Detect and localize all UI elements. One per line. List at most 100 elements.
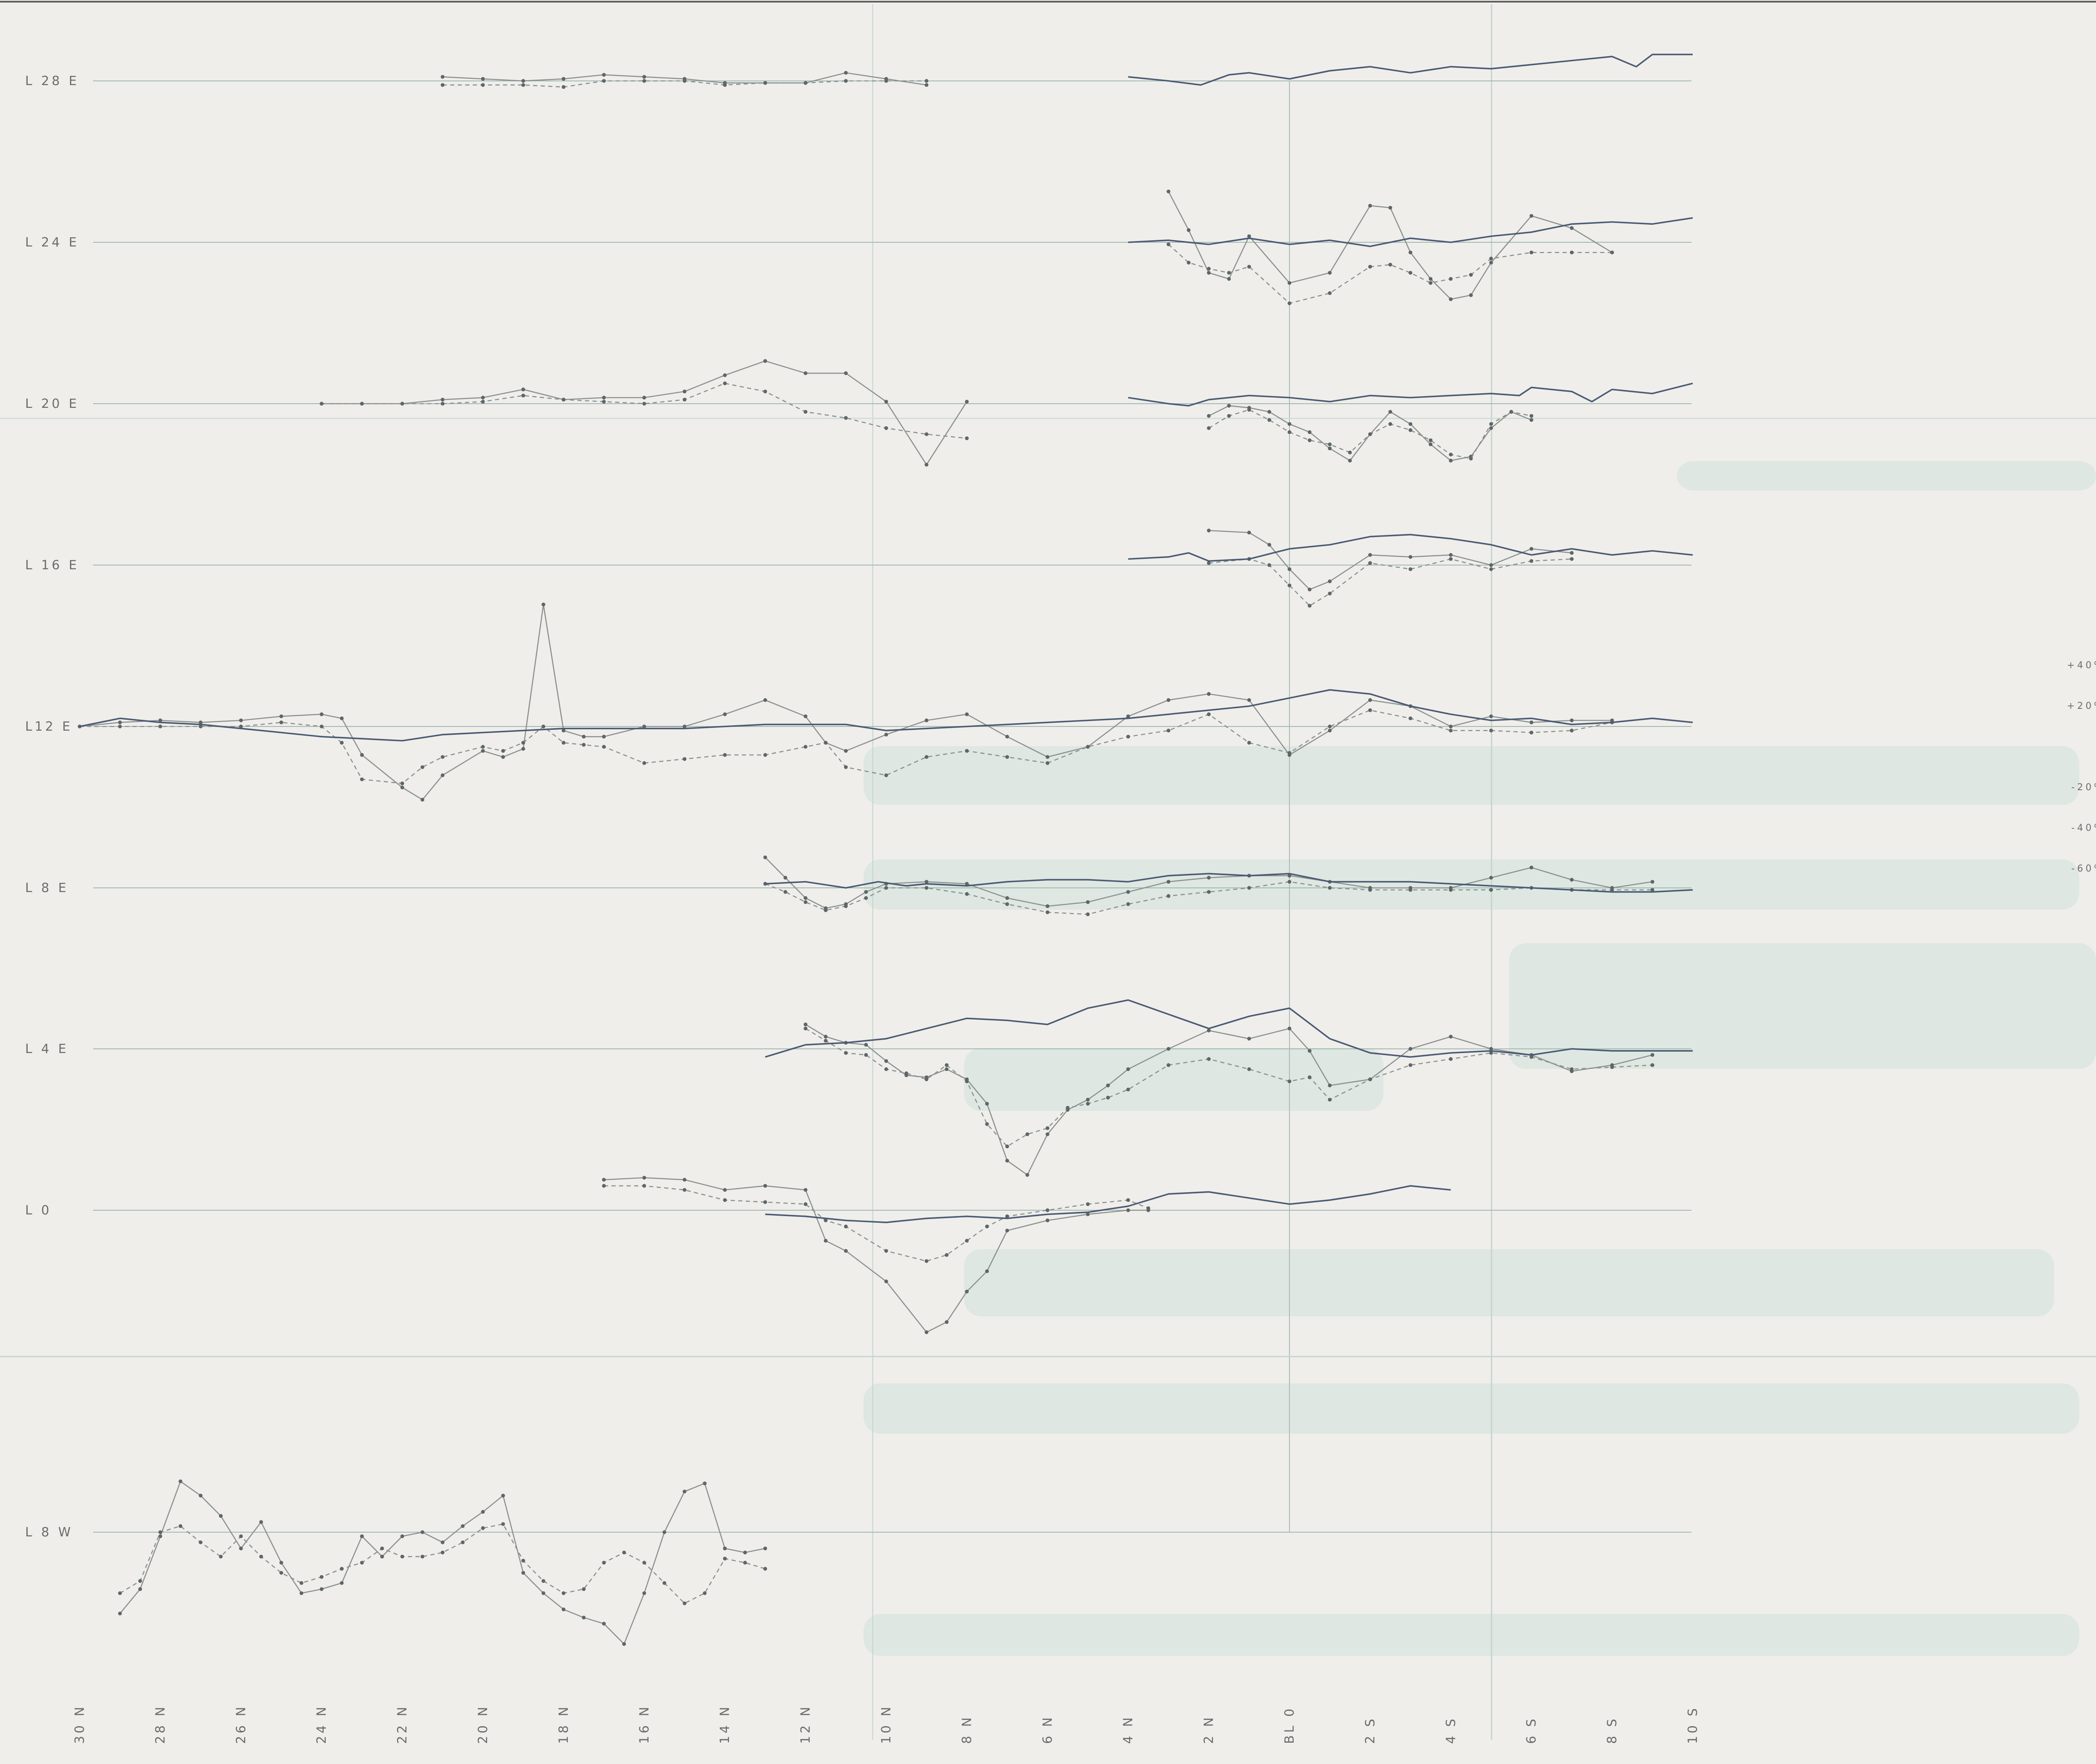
data-point	[864, 1043, 868, 1047]
series-line	[1128, 534, 1693, 562]
data-point	[521, 387, 525, 392]
data-point	[561, 1607, 566, 1611]
data-point	[844, 765, 848, 769]
data-point	[662, 1530, 667, 1534]
data-point	[884, 1249, 888, 1253]
x-tick-label: 12 N	[799, 1704, 813, 1744]
data-point	[965, 1239, 969, 1243]
data-point	[299, 1581, 304, 1585]
data-point	[179, 1479, 182, 1484]
data-point	[319, 712, 324, 716]
data-point	[279, 1561, 283, 1565]
data-point	[1348, 450, 1352, 454]
data-point	[481, 1526, 485, 1530]
data-point	[541, 1591, 545, 1595]
data-point	[884, 773, 888, 777]
grid-line-label: L 0	[25, 1203, 52, 1218]
data-point	[824, 908, 828, 912]
x-tick-label: 18 N	[556, 1704, 571, 1744]
data-point	[561, 729, 566, 733]
data-point	[1166, 879, 1170, 884]
data-point	[824, 1239, 828, 1243]
data-point	[884, 1059, 888, 1063]
data-point	[1086, 900, 1090, 904]
data-point	[1328, 291, 1332, 295]
data-point	[1529, 414, 1533, 418]
data-point	[1126, 902, 1130, 906]
x-tick-label: 10 N	[879, 1704, 894, 1744]
data-point	[804, 1188, 808, 1192]
data-point	[1126, 1087, 1130, 1092]
x-tick-label: 6 S	[1524, 1716, 1539, 1744]
data-point	[239, 724, 243, 729]
data-point	[1005, 902, 1009, 906]
data-point	[1429, 442, 1433, 446]
data-point	[1207, 267, 1211, 271]
data-point	[1529, 418, 1533, 422]
data-point	[1489, 876, 1493, 880]
data-point	[1368, 698, 1372, 702]
data-point	[1529, 731, 1533, 735]
grid-line-label: L 8 W	[25, 1525, 73, 1540]
data-point	[1207, 1057, 1211, 1061]
x-tick-label: 20 N	[476, 1704, 490, 1744]
data-point	[441, 75, 445, 79]
series-line	[604, 1185, 1149, 1262]
data-point	[602, 79, 606, 83]
data-point	[1166, 698, 1170, 702]
data-point	[985, 1122, 989, 1126]
data-point	[1247, 741, 1251, 745]
data-point	[1650, 1063, 1655, 1067]
data-point	[1166, 729, 1170, 733]
data-point	[682, 1601, 687, 1606]
data-point	[481, 745, 485, 749]
data-point	[884, 732, 888, 737]
data-point	[1429, 281, 1433, 285]
data-point	[1368, 1077, 1372, 1082]
data-point	[1025, 1132, 1030, 1136]
data-point	[501, 749, 505, 753]
data-point	[1449, 729, 1453, 733]
data-point	[763, 1567, 767, 1571]
data-point	[199, 724, 203, 729]
data-point	[844, 371, 848, 375]
data-point	[1005, 1159, 1009, 1163]
data-point	[884, 886, 888, 890]
data-point	[1126, 734, 1130, 739]
series-line	[1168, 244, 1612, 304]
data-point	[400, 781, 405, 786]
data-point	[1247, 530, 1251, 534]
data-point	[844, 79, 848, 83]
data-point	[1469, 273, 1473, 277]
data-point	[1569, 226, 1574, 230]
data-point	[924, 1077, 929, 1082]
data-point	[804, 900, 808, 904]
percent-scale: +40%+20%0-20%-40%-60%	[2067, 660, 2096, 874]
data-point	[763, 1546, 767, 1551]
data-point	[602, 399, 606, 404]
data-point	[1267, 410, 1271, 414]
data-point	[1207, 890, 1211, 894]
data-point	[1328, 446, 1332, 451]
x-tick-label: BL 0	[1282, 1706, 1297, 1744]
data-point	[1227, 277, 1231, 281]
data-point	[944, 1067, 949, 1071]
data-point	[1287, 1027, 1292, 1030]
data-point	[723, 1198, 727, 1202]
grid-line-label: L 16 E	[25, 558, 79, 573]
data-point	[521, 747, 525, 751]
data-point	[1409, 428, 1413, 432]
data-point	[1227, 404, 1231, 408]
data-point	[360, 777, 364, 781]
data-point	[602, 1184, 606, 1188]
data-point	[441, 755, 445, 759]
data-point	[1267, 543, 1271, 547]
data-point	[1247, 886, 1251, 890]
data-point	[924, 886, 929, 890]
data-point	[1086, 1202, 1090, 1206]
data-point	[703, 1481, 707, 1486]
data-point	[1449, 553, 1453, 557]
